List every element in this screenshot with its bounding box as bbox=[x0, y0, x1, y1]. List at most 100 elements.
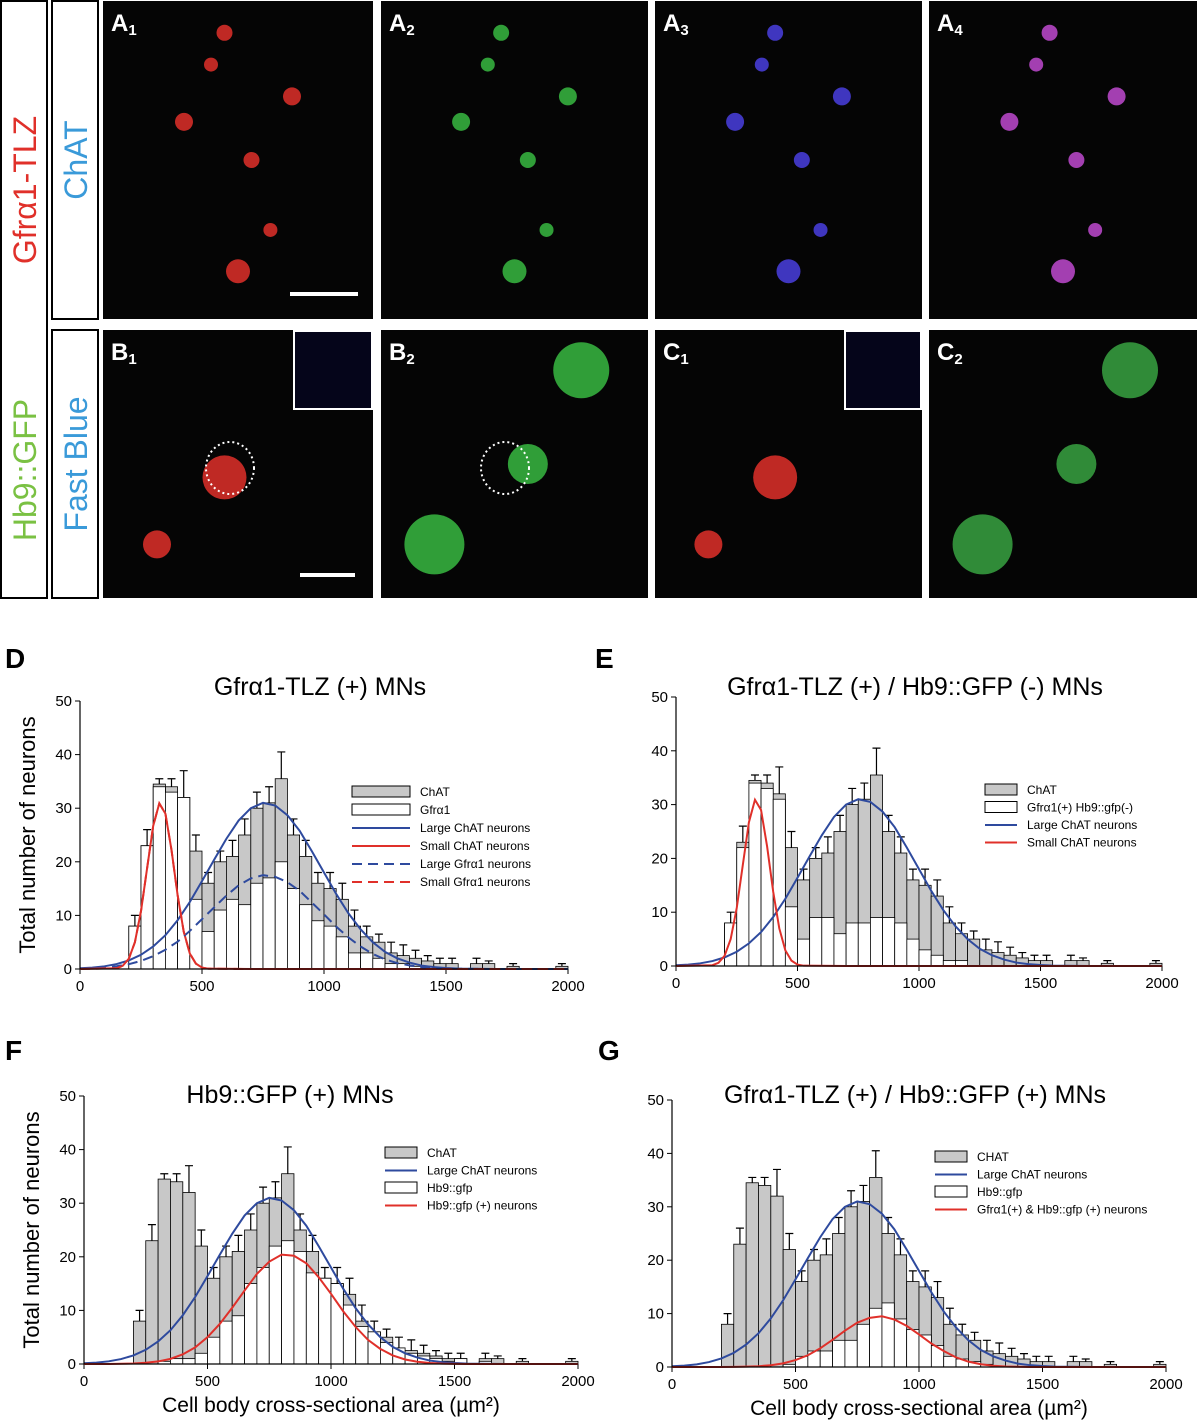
y-tick-label: 50 bbox=[59, 1088, 76, 1105]
bar bbox=[132, 1320, 147, 1365]
error-bar bbox=[945, 1307, 954, 1325]
cell bbox=[793, 152, 810, 168]
axes bbox=[675, 697, 1162, 967]
panel-letter: C bbox=[937, 339, 954, 366]
error-bar bbox=[155, 778, 164, 785]
error-bar bbox=[981, 938, 990, 950]
error-bar bbox=[1079, 957, 1088, 961]
bar bbox=[797, 938, 811, 967]
cell bbox=[1102, 342, 1158, 399]
x-tick-label: 1000 bbox=[902, 975, 935, 992]
error-bar bbox=[374, 933, 383, 943]
error-bar bbox=[271, 1181, 280, 1198]
error-bar bbox=[509, 963, 518, 967]
bar bbox=[231, 1315, 245, 1365]
x-tick-label: 1000 bbox=[314, 1373, 347, 1390]
legend-label: Large ChAT neurons bbox=[427, 1164, 537, 1178]
y-tick-label: 40 bbox=[647, 1145, 664, 1162]
error-bar bbox=[921, 1270, 930, 1287]
error-bar bbox=[945, 906, 954, 923]
error-bar bbox=[283, 1146, 292, 1174]
panel-label: C2 bbox=[937, 339, 963, 368]
error-bar bbox=[431, 1350, 440, 1356]
error-bar bbox=[1151, 960, 1160, 964]
bar bbox=[219, 1320, 233, 1365]
bar bbox=[189, 898, 203, 970]
error-bar bbox=[787, 830, 796, 848]
x-tick-label: 0 bbox=[80, 1373, 88, 1390]
bar bbox=[372, 957, 386, 970]
bar bbox=[770, 1195, 784, 1368]
panel-subscript: 1 bbox=[680, 351, 688, 368]
error-bar bbox=[407, 1339, 416, 1351]
error-bar bbox=[1030, 954, 1039, 961]
error-bar bbox=[822, 1238, 831, 1255]
y-axis-label: Total number of neurons bbox=[19, 1111, 44, 1348]
legend-label: ChAT bbox=[427, 1146, 457, 1160]
x-tick-label: 2000 bbox=[1145, 975, 1178, 992]
error-bar bbox=[160, 1173, 169, 1180]
x-tick-label: 1500 bbox=[1026, 1376, 1059, 1393]
bar bbox=[244, 1283, 258, 1365]
error-bar bbox=[277, 751, 286, 779]
error-bar bbox=[567, 1358, 576, 1362]
bar bbox=[870, 917, 883, 967]
bar bbox=[893, 1318, 908, 1368]
bar bbox=[311, 920, 325, 970]
panel-label: B2 bbox=[389, 339, 415, 368]
error-bar bbox=[204, 871, 213, 884]
error-bar bbox=[871, 1150, 880, 1178]
panel-label: C1 bbox=[663, 339, 689, 368]
legend-label: Large Gfrα1 neurons bbox=[420, 857, 531, 871]
error-bar bbox=[411, 949, 420, 959]
cell bbox=[502, 259, 527, 284]
chart-title: Gfrα1-TLZ (+) / Hb9::GFP (-) MNs bbox=[727, 673, 1103, 701]
cell bbox=[952, 514, 1013, 575]
y-tick-label: 0 bbox=[68, 1356, 76, 1373]
legend-label: Hb9::gfp (+) neurons bbox=[427, 1199, 537, 1213]
bar bbox=[213, 909, 227, 970]
error-bar bbox=[1032, 1355, 1041, 1362]
axes bbox=[671, 1100, 1166, 1368]
bar bbox=[906, 938, 920, 967]
error-bar bbox=[993, 941, 1002, 953]
outline bbox=[205, 441, 255, 495]
legend-label: Small ChAT neurons bbox=[420, 839, 530, 853]
bar bbox=[347, 952, 361, 970]
error-bar bbox=[735, 1227, 744, 1245]
bar bbox=[819, 1350, 833, 1368]
bar bbox=[758, 1185, 772, 1368]
error-bar bbox=[399, 944, 408, 956]
cell bbox=[776, 259, 801, 284]
cell bbox=[493, 24, 510, 41]
x-axis-label: Cell body cross-sectional area (µm²) bbox=[162, 1394, 500, 1417]
error-bar bbox=[444, 1352, 453, 1359]
cell bbox=[753, 455, 798, 500]
panel-label: A2 bbox=[389, 10, 415, 39]
cell bbox=[519, 152, 536, 168]
chart-title: Gfrα1-TLZ (+) / Hb9::GFP (+) MNs bbox=[724, 1081, 1106, 1109]
error-bar bbox=[799, 868, 808, 880]
error-bar bbox=[970, 1331, 979, 1341]
error-bar bbox=[1042, 954, 1051, 961]
cell bbox=[754, 57, 769, 72]
error-bar bbox=[760, 1176, 769, 1186]
bar bbox=[724, 922, 738, 967]
bar bbox=[286, 888, 300, 970]
panel-subscript: 2 bbox=[406, 22, 414, 39]
legend-swatch bbox=[351, 803, 411, 816]
bar bbox=[882, 917, 896, 967]
panel-letter: C bbox=[663, 339, 680, 366]
cell bbox=[143, 530, 171, 559]
y-tick-label: 10 bbox=[55, 907, 72, 924]
panel-label: B1 bbox=[111, 339, 137, 368]
legend-label: Gfrα1(+) Hb9::gfp(-) bbox=[1027, 801, 1133, 815]
chart-title: Hb9::GFP (+) MNs bbox=[186, 1081, 393, 1109]
error-bar bbox=[1155, 1361, 1164, 1365]
error-bar bbox=[350, 909, 359, 927]
cell bbox=[767, 24, 784, 41]
legend-label: Large ChAT neurons bbox=[977, 1168, 1087, 1182]
cell bbox=[1051, 259, 1075, 284]
x-tick-label: 0 bbox=[76, 978, 84, 995]
